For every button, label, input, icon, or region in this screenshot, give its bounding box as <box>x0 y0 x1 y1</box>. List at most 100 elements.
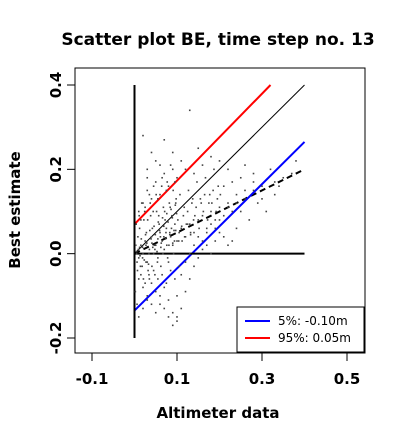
scatter-point <box>144 233 147 236</box>
scatter-point <box>140 202 143 204</box>
scatter-point <box>171 244 174 247</box>
scatter-point <box>152 269 155 272</box>
scatter-point <box>181 240 183 242</box>
scatter-point <box>134 290 137 293</box>
y-axis: -0.2 0.0 0.2 0.4 <box>47 72 75 355</box>
scatter-point <box>235 202 238 204</box>
scatter-point <box>174 223 176 225</box>
scatter-point <box>140 219 142 221</box>
scatter-point <box>163 139 166 141</box>
scatter-point <box>142 286 144 289</box>
y-tick-label: -0.2 <box>47 322 65 355</box>
scatter-point <box>210 210 212 213</box>
scatter-point <box>189 233 192 236</box>
scatter-point <box>282 176 285 179</box>
scatter-point <box>171 214 173 217</box>
scatter-point <box>252 172 255 175</box>
scatter-point <box>183 206 186 209</box>
x-tick-label: 0.3 <box>249 370 276 388</box>
scatter-point <box>150 238 152 240</box>
scatter-point <box>180 273 183 276</box>
scatter-point <box>183 236 186 238</box>
scatter-point <box>169 269 172 272</box>
scatter-point <box>163 286 166 289</box>
scatter-point <box>162 252 164 255</box>
scatter-point <box>135 250 138 253</box>
scatter-point <box>154 160 157 162</box>
scatter-point <box>148 248 151 251</box>
scatter-point <box>155 193 157 196</box>
scatter-point <box>216 198 219 200</box>
scatter-point <box>235 227 238 230</box>
scatter-point <box>197 257 200 259</box>
scatter-point <box>193 265 195 268</box>
scatter-point <box>171 311 174 314</box>
scatter-point <box>147 269 149 272</box>
scatter-point <box>173 240 176 242</box>
scatter-point <box>174 181 176 183</box>
scatter-point <box>198 227 200 230</box>
scatter-point <box>231 240 234 242</box>
scatter-point <box>141 257 144 259</box>
scatter-point <box>147 263 150 266</box>
scatter-point <box>143 210 146 213</box>
scatter-point <box>136 303 138 306</box>
scatter-point <box>151 265 153 268</box>
scatter-point <box>167 261 170 263</box>
scatter-point <box>159 193 161 196</box>
regression-line <box>134 168 305 255</box>
scatter-point <box>222 214 225 217</box>
scatter-point <box>142 134 144 137</box>
scatter-point <box>180 225 183 228</box>
scatter-point <box>227 244 229 247</box>
scatter-point <box>169 236 172 238</box>
scatter-point <box>290 172 293 175</box>
5%-line <box>133 141 306 312</box>
scatter-point <box>193 244 195 247</box>
scatter-point <box>141 246 144 249</box>
scatter-point <box>252 189 255 192</box>
scatter-point <box>180 307 183 310</box>
one-to-one-line <box>134 84 305 255</box>
scatter-point <box>211 202 213 204</box>
scatter-point <box>227 168 229 171</box>
scatter-point <box>235 193 238 196</box>
scatter-point <box>201 240 204 242</box>
scatter-point <box>185 223 188 225</box>
scatter-point <box>157 198 159 200</box>
scatter-point <box>175 198 177 200</box>
scatter-point <box>278 185 280 187</box>
scatter-point <box>208 193 211 196</box>
scatter-point <box>174 204 177 206</box>
scatter-point <box>192 219 195 221</box>
scatter-point <box>144 240 146 242</box>
scatter-point <box>231 181 234 183</box>
scatter-point <box>163 225 165 228</box>
scatter-point <box>140 244 142 247</box>
scatter-point <box>191 198 194 200</box>
scatter-point <box>171 217 174 219</box>
scatter-point <box>148 193 151 196</box>
scatter-point <box>210 252 212 255</box>
scatter-point <box>212 189 214 192</box>
scatter-point <box>159 164 161 166</box>
scatter-point <box>157 257 159 259</box>
scatter-point <box>149 214 152 217</box>
scatter-point <box>144 282 146 284</box>
legend: 5%: -0.10m 95%: 0.05m <box>236 306 365 353</box>
scatter-point <box>154 233 157 236</box>
scatter-point <box>145 261 147 263</box>
scatter-point <box>164 238 167 240</box>
scatter-point <box>166 244 168 247</box>
scatter-point <box>201 164 204 166</box>
scatter-point <box>154 273 156 276</box>
scatter-point <box>177 219 179 221</box>
scatter-point <box>137 236 139 238</box>
scatter-point <box>178 265 180 268</box>
scatter-point <box>165 189 168 192</box>
scatter-point <box>167 316 170 318</box>
scatter-point <box>197 236 200 238</box>
scatter-point <box>168 244 170 247</box>
scatter-point <box>138 246 141 249</box>
